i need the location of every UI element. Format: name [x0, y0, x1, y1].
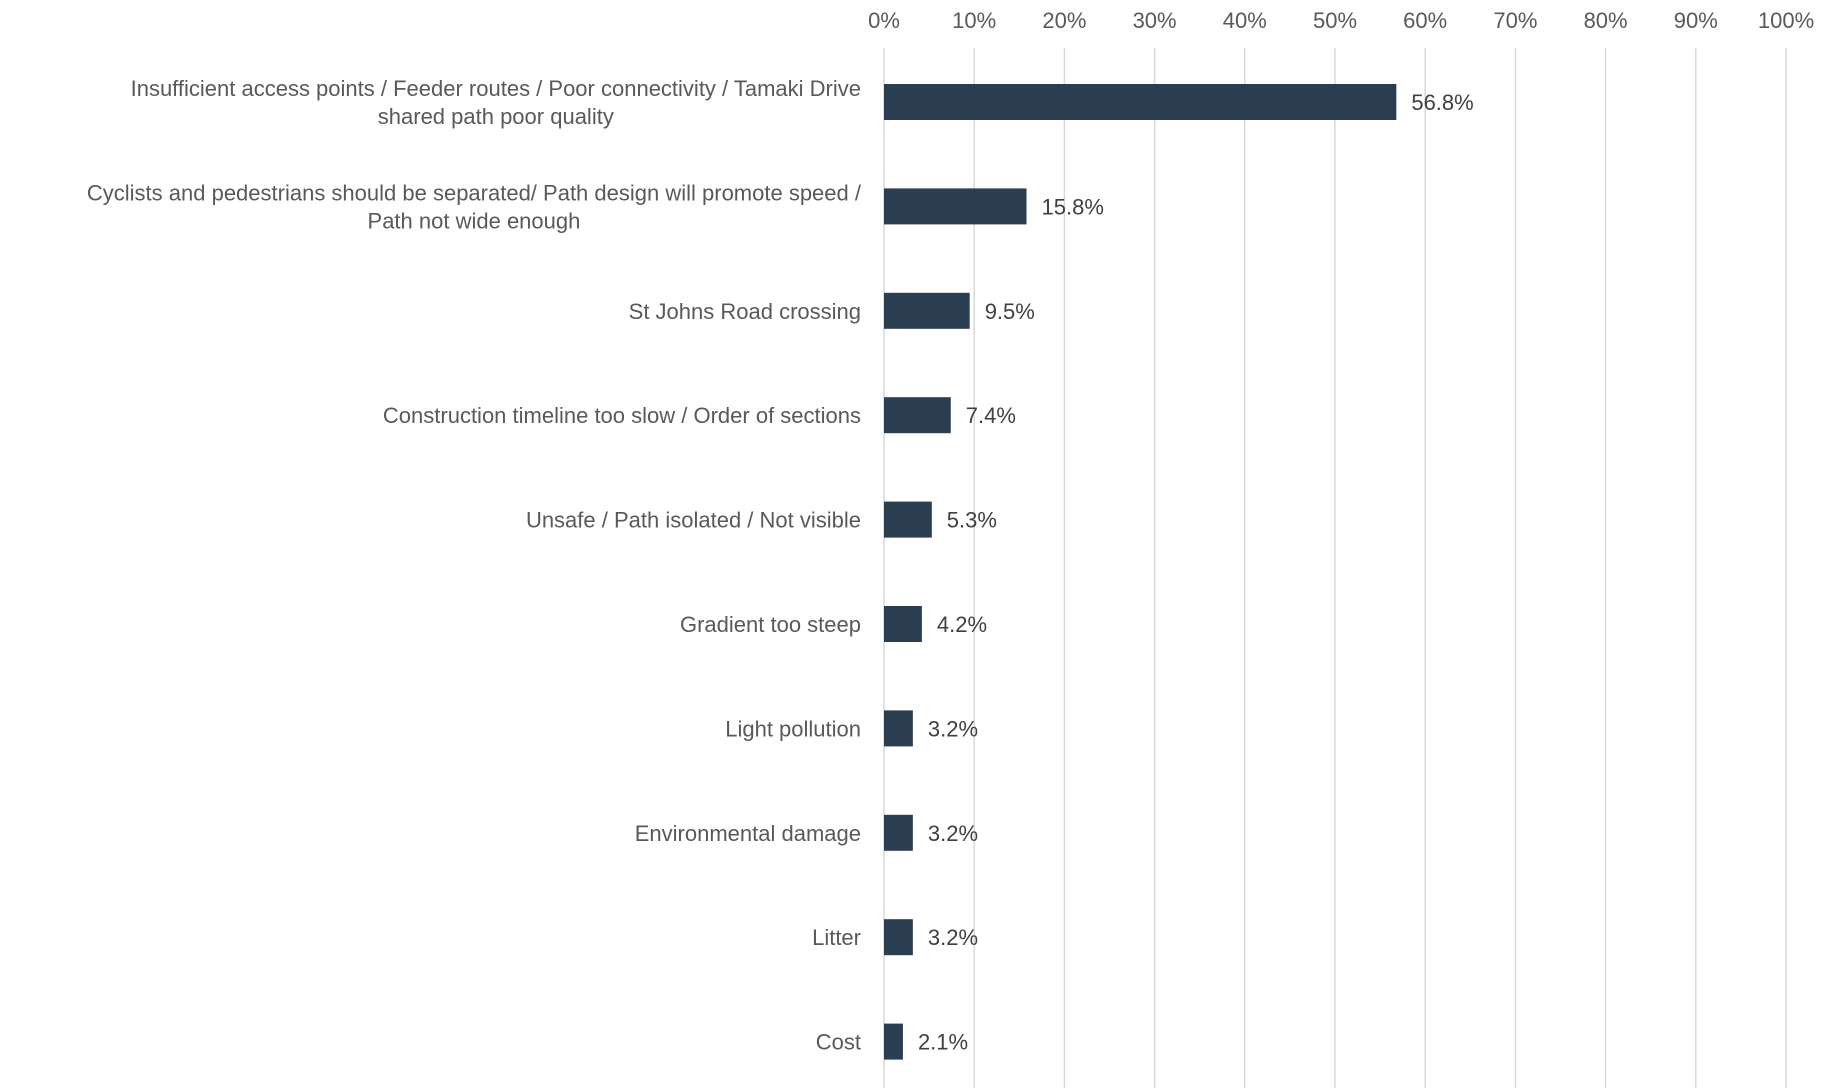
category-label: Unsafe / Path isolated / Not visible [526, 508, 861, 533]
bar [884, 606, 922, 642]
data-label: 3.2% [928, 925, 978, 950]
data-label: 5.3% [947, 508, 997, 533]
x-tick-label: 10% [952, 8, 996, 33]
data-label: 3.2% [928, 821, 978, 846]
data-label: 7.4% [966, 403, 1016, 428]
category-label: Litter [812, 925, 861, 950]
x-axis-tick-labels: 0% 10% 20% 30% 40% 50% 60% 70% 80% 90% 100% [868, 8, 1814, 33]
data-labels: 56.8% 15.8% 9.5% 7.4% 5.3% 4.2% 3.2% 3.2% 3.2% 2.… [918, 90, 1474, 1055]
category-labels: Insufficient access points / Feeder rout… [87, 76, 862, 1055]
bar [884, 814, 913, 851]
data-label: 9.5% [985, 299, 1035, 324]
x-tick-label: 70% [1493, 8, 1537, 33]
category-label: Environmental damage [635, 821, 861, 846]
category-label: Cyclists and pedestrians should be separ… [87, 180, 862, 233]
x-tick-label: 50% [1313, 8, 1357, 33]
x-tick-label: 100% [1758, 8, 1814, 33]
x-tick-label: 40% [1223, 8, 1267, 33]
bar [884, 84, 1397, 120]
category-label: Construction timeline too slow / Order o… [383, 403, 861, 428]
category-label: Cost [816, 1030, 861, 1055]
x-tick-label: 80% [1584, 8, 1628, 33]
bar [884, 188, 1027, 225]
bars [884, 84, 1397, 1060]
bar [884, 919, 913, 956]
bar [884, 397, 951, 434]
bar [884, 710, 913, 747]
data-label: 3.2% [928, 716, 978, 741]
category-label: St Johns Road crossing [629, 299, 861, 324]
category-label-line: shared path poor quality [378, 104, 614, 129]
x-tick-label: 90% [1674, 8, 1718, 33]
bar [884, 501, 932, 538]
category-label-line: Insufficient access points / Feeder rout… [131, 76, 861, 101]
x-tick-label: 20% [1042, 8, 1086, 33]
bar [884, 292, 970, 329]
data-label: 56.8% [1411, 90, 1473, 115]
category-label: Gradient too steep [680, 612, 861, 637]
bar [884, 1023, 903, 1060]
data-label: 4.2% [937, 612, 987, 637]
data-label: 2.1% [918, 1030, 968, 1055]
category-label-line: Path not wide enough [368, 208, 581, 233]
data-label: 15.8% [1042, 194, 1104, 219]
x-tick-label: 30% [1133, 8, 1177, 33]
category-label: Light pollution [725, 716, 861, 741]
category-label: Insufficient access points / Feeder rout… [131, 76, 861, 129]
x-tick-label: 60% [1403, 8, 1447, 33]
category-label-line: Cyclists and pedestrians should be separ… [87, 180, 862, 205]
x-tick-label: 0% [868, 8, 900, 33]
